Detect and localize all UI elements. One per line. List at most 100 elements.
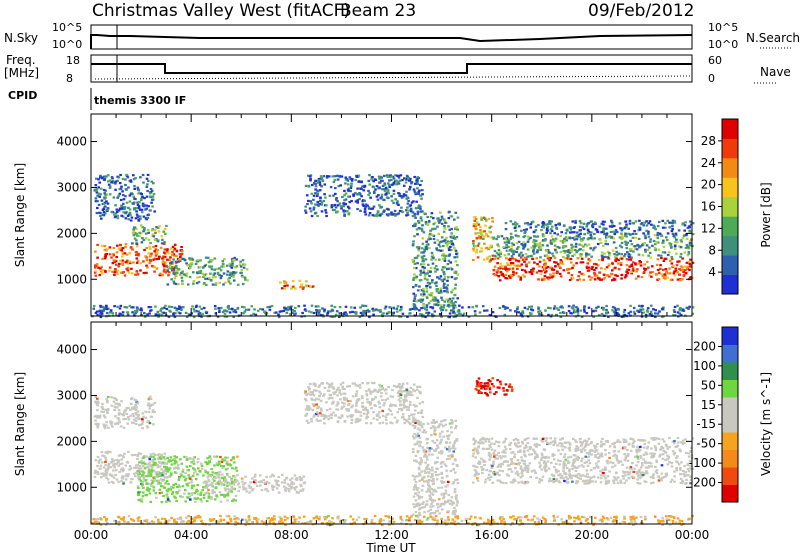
velocity-cell [446,458,449,460]
power-cell [184,259,187,261]
power-cell [539,256,542,258]
velocity-cell [104,464,107,466]
power-cell [570,250,573,252]
power-cell [237,307,240,309]
power-cell [195,263,198,265]
velocity-cell [374,396,377,398]
velocity-cell [188,482,191,484]
power-cell [318,310,321,312]
power-cell [161,257,164,259]
velocity-cell [385,414,388,416]
power-cell [317,305,320,307]
velocity-cell [224,494,227,496]
power-cell [457,217,460,219]
power-cell [680,239,683,241]
power-cell [430,300,433,302]
power-cell [418,285,421,287]
velocity-cell [105,421,108,423]
velocity-cell [142,421,145,423]
velocity-cell [189,498,192,500]
power-cell [209,273,212,275]
power-cell [638,305,641,307]
velocity-cell [127,407,130,409]
velocity-cell [376,419,379,421]
power-cell [157,311,160,313]
power-cell [673,235,676,237]
power-cell [413,235,416,237]
velocity-cell [186,458,189,460]
power-cell [519,279,522,281]
power-cell [646,311,649,313]
velocity-cell [288,490,291,492]
velocity-cell [401,409,404,411]
power-cell [654,309,657,311]
power-cell [640,264,643,266]
colorbar-swatch [722,216,738,236]
power-cell [162,263,165,265]
power-cell [306,285,309,287]
power-cell [654,247,657,249]
power-cell [518,255,521,257]
power-cell [687,308,690,310]
velocity-cell [305,399,308,401]
velocity-cell [94,419,97,421]
power-cell [173,269,176,271]
power-cell [603,274,606,276]
velocity-cell [149,492,152,494]
power-cell [304,206,307,208]
power-cell [583,274,586,276]
velocity-cell [230,464,233,466]
power-cell [393,213,396,215]
power-cell [613,253,616,255]
power-cell [644,249,647,251]
velocity-cell [447,510,450,512]
power-cell [478,242,481,244]
velocity-cell [352,382,355,384]
power-cell [373,192,376,194]
power-cell [405,194,408,196]
power-cell [349,201,352,203]
power-cell [657,254,660,256]
power-cell [400,207,403,209]
power-cell [146,186,149,188]
velocity-cell [158,453,161,455]
velocity-cell [145,494,148,496]
power-cell [387,208,390,210]
power-cell [434,310,437,312]
power-cell [323,200,326,202]
power-cell [439,307,442,309]
power-cell [167,283,170,285]
power-cell [647,222,650,224]
velocity-cell [344,420,347,422]
power-cell [343,199,346,201]
velocity-cell [368,388,371,390]
power-cell [577,257,580,259]
power-cell [664,273,667,275]
power-cell [220,307,223,309]
power-cell [431,234,434,236]
power-cell [441,236,444,238]
power-cell [474,216,477,218]
power-cell [571,274,574,276]
velocity-cell [413,384,416,386]
power-cell [174,244,177,246]
power-cell [387,190,390,192]
velocity-cell [149,501,152,503]
power-cell [143,216,146,218]
power-cell [227,305,230,307]
velocity-cell [213,456,216,458]
power-cell [592,310,595,312]
velocity-cell [355,419,358,421]
velocity-cell [456,502,459,504]
power-cell [348,212,351,214]
velocity-cell [249,487,252,489]
velocity-cell [142,412,145,414]
power-cell [591,268,594,270]
velocity-cell [447,455,450,457]
velocity-cell [415,455,418,457]
power-cell [112,262,115,264]
power-cell [218,267,221,269]
power-cell [115,256,118,258]
velocity-cell [339,398,342,400]
